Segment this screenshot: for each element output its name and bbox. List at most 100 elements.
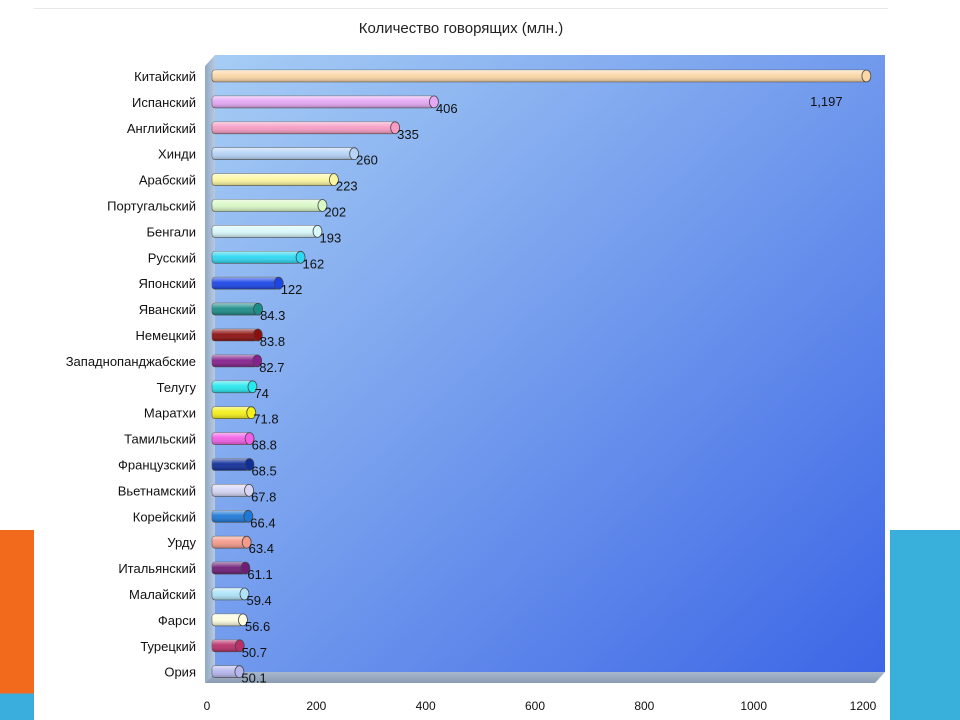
data-label: 82.7 bbox=[259, 360, 284, 375]
data-label: 63.4 bbox=[249, 541, 274, 556]
bar-end-cap bbox=[253, 302, 263, 316]
bar-shading bbox=[212, 303, 259, 316]
data-label: 68.5 bbox=[251, 464, 276, 479]
bar-shading bbox=[212, 199, 323, 212]
category-label: Хинди bbox=[158, 147, 196, 162]
bar-shading bbox=[212, 173, 334, 186]
data-label: 83.8 bbox=[260, 334, 285, 349]
data-label: 71.8 bbox=[253, 412, 278, 427]
category-label: Французский bbox=[118, 458, 196, 473]
bar-end-cap bbox=[273, 276, 284, 290]
blue-side-decoration bbox=[890, 530, 960, 720]
category-label: Японский bbox=[138, 276, 196, 291]
bar-shading bbox=[212, 406, 252, 419]
bar-end-cap bbox=[295, 250, 306, 264]
data-label: 66.4 bbox=[250, 515, 275, 530]
plot-left-wall bbox=[205, 55, 215, 683]
bar-shading bbox=[212, 665, 240, 678]
bar-shading bbox=[212, 458, 250, 471]
bar-shading bbox=[212, 147, 355, 160]
data-label: 193 bbox=[320, 230, 342, 245]
category-label: Корейский bbox=[133, 509, 196, 524]
bar-shading bbox=[212, 251, 301, 264]
bar-shading bbox=[212, 277, 279, 290]
category-label: Английский bbox=[127, 121, 196, 136]
x-tick-label: 400 bbox=[416, 699, 436, 713]
bar-end-cap bbox=[252, 354, 263, 368]
data-label: 223 bbox=[336, 179, 358, 194]
bar-end-cap bbox=[241, 535, 252, 549]
bar-end-cap bbox=[317, 199, 328, 212]
chart-title: Количество говорящих (млн.) bbox=[359, 20, 564, 37]
category-label: Ория bbox=[164, 665, 196, 680]
bar-end-cap bbox=[234, 665, 245, 679]
data-label: 74 bbox=[254, 386, 268, 401]
bar-shading bbox=[212, 225, 318, 238]
data-label: 122 bbox=[281, 282, 303, 297]
category-label: Яванский bbox=[139, 302, 196, 317]
category-label: Итальянский bbox=[118, 561, 196, 576]
category-label: Бенгали bbox=[147, 224, 196, 239]
data-label: 260 bbox=[356, 153, 378, 168]
x-tick-label: 200 bbox=[306, 699, 326, 713]
data-label: 406 bbox=[436, 101, 458, 116]
category-label: Китайский bbox=[134, 69, 196, 84]
bar-end-cap bbox=[244, 432, 255, 446]
data-label: 50.7 bbox=[242, 645, 267, 660]
data-label: 162 bbox=[303, 256, 325, 271]
data-label: 84.3 bbox=[260, 308, 285, 323]
bar-shading bbox=[212, 613, 243, 626]
category-label: Западнопанджабские bbox=[66, 354, 196, 369]
bar-shading bbox=[212, 354, 258, 367]
data-label: 61.1 bbox=[247, 567, 272, 582]
x-tick-label: 800 bbox=[634, 699, 654, 713]
data-label: 67.8 bbox=[251, 489, 276, 504]
bar-shading bbox=[212, 484, 250, 497]
bar-end-cap bbox=[239, 587, 250, 601]
category-label: Тамильский bbox=[124, 432, 196, 447]
bar-end-cap bbox=[390, 121, 401, 135]
bar-end-cap bbox=[312, 224, 323, 238]
orange-blue-corner-decoration bbox=[0, 530, 34, 720]
data-label: 335 bbox=[397, 127, 419, 142]
data-label: 59.4 bbox=[246, 593, 271, 608]
category-axis-labels: Китайский Испанский Английский Хинди Арабски… bbox=[66, 69, 197, 680]
bar-end-cap bbox=[234, 639, 245, 653]
bar-shading bbox=[212, 70, 867, 82]
x-tick-label: 600 bbox=[525, 699, 545, 713]
bar-end-cap bbox=[247, 380, 258, 394]
bar-end-cap bbox=[246, 406, 257, 420]
bar-shading bbox=[212, 380, 253, 393]
bar-shading bbox=[212, 536, 247, 549]
category-label: Испанский bbox=[132, 95, 196, 110]
bar-shading bbox=[212, 639, 240, 652]
bar-end-cap bbox=[329, 173, 339, 187]
plot-floor bbox=[205, 672, 885, 683]
category-label: Немецкий bbox=[136, 328, 196, 343]
category-label: Русский bbox=[148, 250, 196, 265]
category-label: Фарси bbox=[158, 613, 196, 628]
bar-end-cap bbox=[429, 95, 439, 109]
bar-shading bbox=[212, 510, 249, 523]
category-label: Урду bbox=[167, 535, 196, 550]
slide-top-divider bbox=[34, 8, 888, 9]
bar-end-cap bbox=[252, 328, 263, 342]
x-tick-label: 1200 bbox=[850, 699, 877, 713]
data-label: 202 bbox=[324, 205, 346, 220]
x-tick-label: 1000 bbox=[740, 699, 767, 713]
category-label: Арабский bbox=[139, 173, 196, 188]
bar-end-cap bbox=[349, 147, 360, 161]
bar-shading bbox=[212, 329, 258, 341]
bar-shading bbox=[212, 562, 246, 575]
bar-series bbox=[211, 69, 872, 679]
data-label: 50.1 bbox=[241, 671, 266, 686]
data-label: 1,197 bbox=[810, 94, 843, 109]
bar-end-cap bbox=[243, 509, 254, 523]
bar-shading bbox=[212, 121, 396, 134]
bar-end-cap bbox=[240, 561, 251, 575]
bar-shading bbox=[212, 95, 434, 108]
category-label: Телугу bbox=[157, 380, 197, 395]
bar-end-cap bbox=[861, 69, 872, 83]
